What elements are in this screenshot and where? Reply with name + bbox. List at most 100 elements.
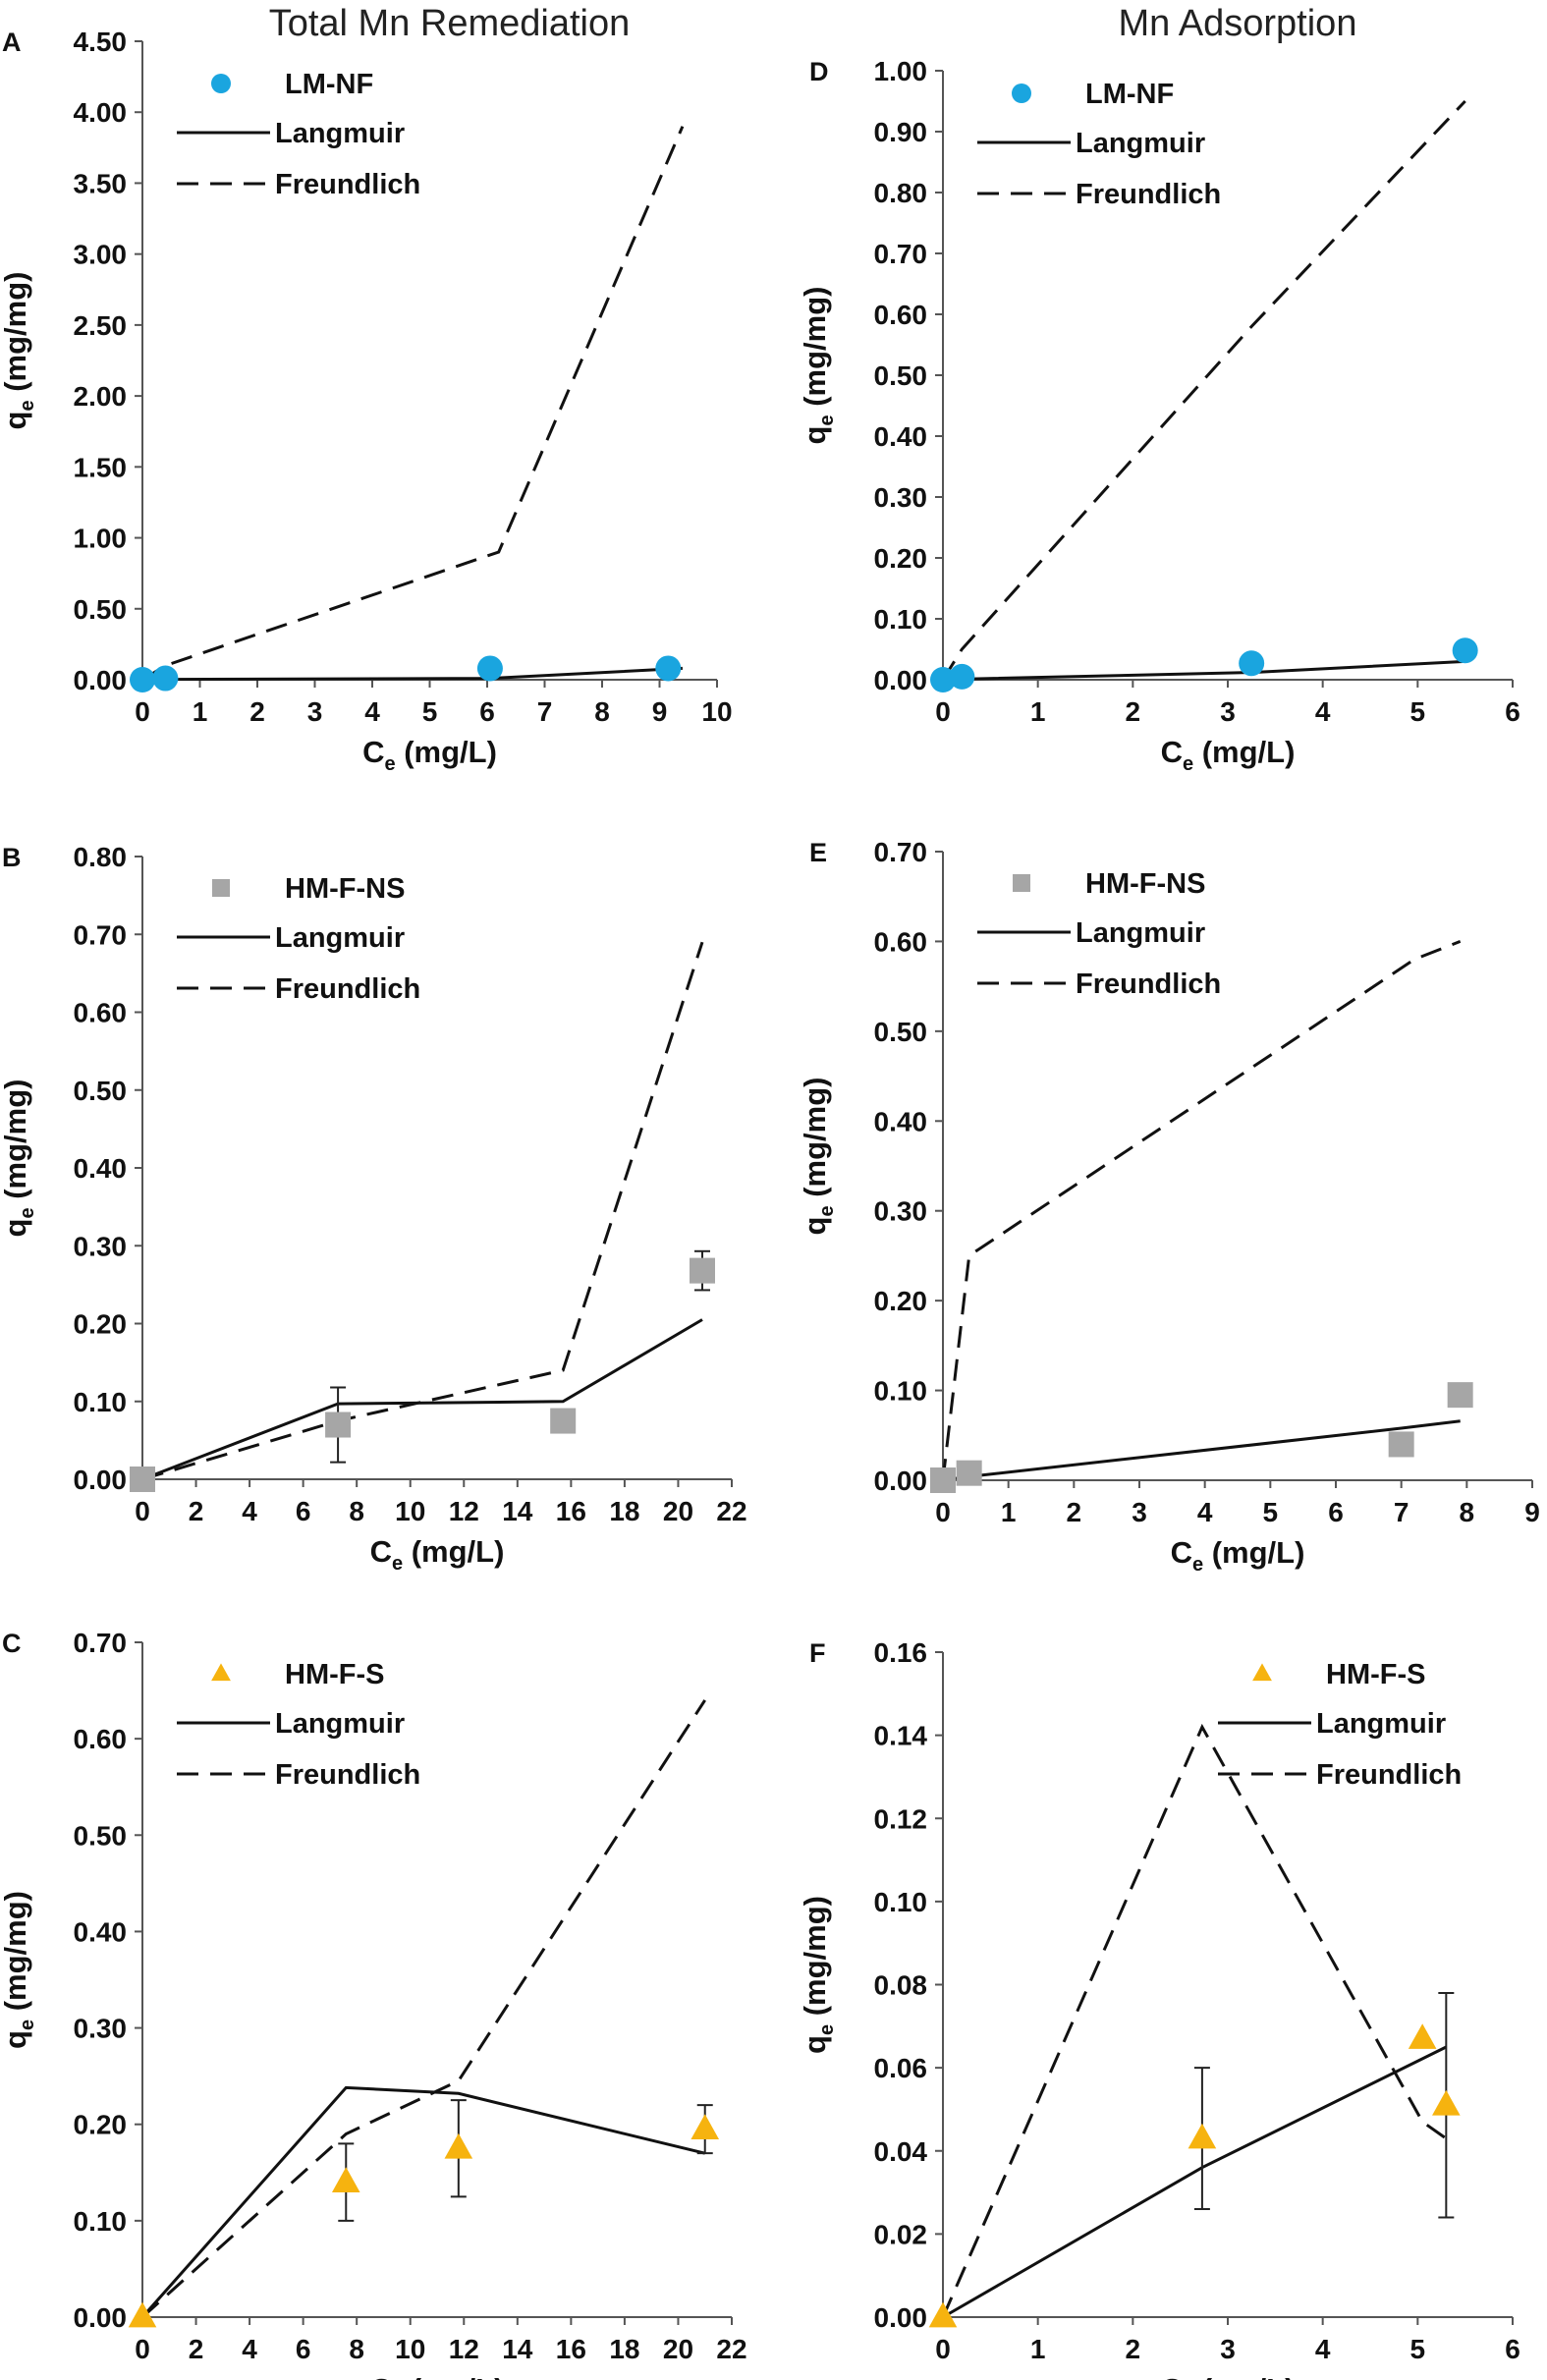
y-axis-title-unit: (mg/mg) [798,1896,832,2024]
panel-d: D Mn Adsorption 0.00 0.10 0.20 0.30 0.40 0.50 0.… [798,3,1520,775]
y-axis-title-unit: (mg/mg) [0,1891,32,2020]
legend-label-langmuir-e: Langmuir [1076,917,1205,949]
x-tick-label-b: 20 [663,1496,693,1526]
panel-label-b: B [2,843,22,872]
x-axis-title-unit: (mg/L) [403,2372,504,2380]
y-tick-label-b: 0.40 [74,1153,128,1184]
x-tick-label-a: 1 [193,696,208,727]
x-axis-title-sub: e [384,753,395,775]
panel-label-f: F [809,1638,826,1668]
y-tick-label-d: 1.00 [874,56,928,86]
x-tick-label-b: 4 [242,1496,257,1526]
y-tick-label-a: 3.00 [74,240,128,270]
x-tick-label-b: 2 [189,1496,204,1526]
x-tick-label-b: 8 [349,1496,364,1526]
freundlich-line-a [141,126,685,682]
x-axis-title-sub: e [1192,1554,1203,1576]
panel-label-a: A [2,28,22,57]
x-tick-label-c: 10 [395,2334,425,2364]
y-tick-label-d: 0.50 [874,360,928,391]
x-tick-label-a: 6 [479,696,495,727]
langmuir-line-d [942,659,1465,682]
langmuir-line-a [141,666,683,682]
y-tick-label-d: 0.30 [874,482,928,513]
freundlich-line-d [941,99,1466,681]
y-tick-label-f: 0.00 [874,2302,928,2333]
y-axis-title-d: qe (mg/mg) [798,287,838,445]
legend-b: HM-F-NS Langmuir Freundlich [177,873,420,1005]
x-tick-label-d: 3 [1220,696,1236,727]
x-tick-label-a: 7 [537,696,553,727]
y-tick-label-e: 0.30 [874,1196,928,1227]
x-tick-label-b: 22 [716,1496,746,1526]
y-tick-label-d: 0.80 [874,178,928,208]
x-axis-title-unit: (mg/L) [1193,2372,1295,2380]
data-point-f [1432,2089,1461,2116]
y-tick-label-e: 0.10 [874,1376,928,1407]
freundlich-line-b [141,941,704,1481]
y-tick-label-f: 0.14 [874,1721,928,1751]
x-tick-label-e: 2 [1067,1497,1082,1527]
x-axis-title-e: Ce (mg/L) [1171,1535,1305,1576]
legend-marker-b [212,879,230,897]
y-tick-label-f: 0.08 [874,1970,928,2001]
x-tick-label-e: 9 [1524,1497,1540,1527]
panel-a: A Total Mn Remediation 0.00 0.50 1.00 1.50 2.0… [0,3,733,775]
x-axis-title-unit: (mg/L) [1193,735,1295,769]
y-tick-label-b: 0.20 [74,1309,128,1340]
legend-label-freundlich-e: Freundlich [1076,969,1221,1000]
x-tick-label-b: 18 [609,1496,639,1526]
legend-label-freundlich-b: Freundlich [275,973,420,1005]
y-axis-title-unit: (mg/mg) [0,272,32,401]
y-tick-label-e: 0.60 [874,926,928,957]
y-tick-label-b: 0.00 [74,1465,128,1495]
x-tick-label-c: 6 [296,2334,311,2364]
data-point-a [655,655,682,682]
y-axis-title-main: q [798,1217,832,1236]
x-tick-label-d: 6 [1505,696,1520,727]
langmuir-line-b [141,1318,703,1481]
y-tick-label-f: 0.02 [874,2219,928,2249]
x-tick-label-b: 12 [449,1496,479,1526]
panel-label-e: E [809,838,827,867]
legend-label-langmuir-a: Langmuir [275,118,405,149]
x-tick-label-b: 0 [135,1496,150,1526]
y-axis-title-e: qe (mg/mg) [798,1078,838,1236]
data-point-b [690,1257,715,1284]
y-axis-title-sub: e [17,1207,38,1218]
x-tick-label-b: 14 [502,1496,533,1526]
y-tick-label-c: 0.50 [74,1820,128,1851]
legend-a: LM-NF Langmuir Freundlich [177,69,420,200]
x-tick-label-d: 1 [1030,696,1046,727]
x-tick-label-e: 0 [935,1497,951,1527]
data-point-e [1447,1382,1473,1409]
data-point-f [1408,2023,1437,2049]
langmuir-line-c [140,2085,706,2318]
y-axis-title-a: qe (mg/mg) [0,272,38,430]
y-tick-label-d: 0.90 [874,117,928,147]
legend-marker-a [211,74,231,93]
y-tick-label-c: 0.30 [74,2014,128,2044]
data-point-e [956,1460,982,1486]
legend-label-data-c: HM-F-S [285,1659,384,1690]
data-point-d [1239,650,1265,677]
y-tick-label-d: 0.60 [874,300,928,330]
x-axis-title-b: Ce (mg/L) [370,1534,505,1575]
legend-c: HM-F-S Langmuir Freundlich [177,1659,420,1791]
x-tick-label-c: 18 [609,2334,639,2364]
x-tick-label-f: 2 [1126,2334,1141,2364]
panel-c: C 0.00 0.10 0.20 0.30 0.40 0.50 0.60 0.70 0 2 4 6 8 10… [0,1628,747,2380]
y-tick-label-f: 0.06 [874,2053,928,2083]
y-axis-title-sub: e [17,2020,38,2030]
legend-d: LM-NF Langmuir Freundlich [977,79,1221,210]
y-tick-label-b: 0.30 [74,1231,128,1261]
data-point-f [928,2301,958,2328]
y-tick-label-c: 0.00 [74,2302,128,2333]
x-tick-label-d: 2 [1126,696,1141,727]
data-point-e [1388,1431,1414,1458]
y-tick-label-c: 0.20 [74,2110,128,2140]
y-axis-title-sub: e [17,400,38,411]
x-tick-label-f: 5 [1410,2334,1426,2364]
y-axis-title-main: q [798,2035,832,2054]
x-tick-label-a: 5 [422,696,438,727]
